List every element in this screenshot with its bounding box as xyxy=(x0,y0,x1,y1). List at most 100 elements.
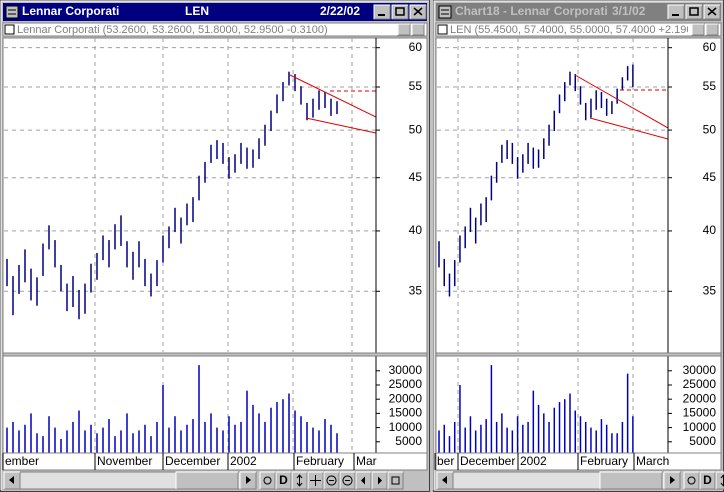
price-tick-label: 55 xyxy=(703,79,717,93)
bevel xyxy=(239,471,256,489)
sub-icon xyxy=(4,24,15,35)
close-button[interactable] xyxy=(705,23,719,36)
glyph xyxy=(361,476,365,485)
glyph xyxy=(342,475,353,486)
restore-button[interactable] xyxy=(397,23,411,36)
bevel xyxy=(683,471,699,489)
window-symbol: LEN xyxy=(185,4,209,18)
minimize-button[interactable] xyxy=(373,4,391,20)
chart-window: Lennar Corporati LEN 2/22/02 Lennar Corpora… xyxy=(0,0,430,492)
restore-button[interactable] xyxy=(691,23,705,36)
price-tick-label: 50 xyxy=(703,122,717,136)
refresh-button[interactable] xyxy=(259,471,276,490)
bevel xyxy=(323,471,339,489)
price-tick-label: 40 xyxy=(703,223,717,237)
glyph xyxy=(326,475,337,486)
subtitle: Lennar Corporati (53.2600, 53.2600, 51.8… xyxy=(17,24,328,36)
trend-line xyxy=(289,74,376,118)
bevel xyxy=(663,471,680,489)
price-panel xyxy=(4,38,376,352)
price-tick-label: 35 xyxy=(703,283,717,297)
sub-icon xyxy=(437,24,448,35)
glyph xyxy=(689,7,699,16)
volume-panel xyxy=(438,358,634,453)
bevel xyxy=(3,471,20,489)
month-label: Mar xyxy=(356,454,377,468)
price-panel xyxy=(437,38,668,352)
bevel xyxy=(259,471,275,489)
glyph xyxy=(391,476,400,485)
bevel xyxy=(275,471,291,489)
maximize-button[interactable] xyxy=(391,4,409,20)
window-date: 2/22/02 xyxy=(320,4,360,18)
trend-line xyxy=(589,117,668,140)
window-title: Lennar Corporati xyxy=(22,4,119,18)
price-tick-label: 45 xyxy=(409,170,423,184)
bevel xyxy=(715,471,724,489)
close-button[interactable] xyxy=(411,23,425,36)
volume-panel xyxy=(6,358,353,453)
volume-tick-label: 25000 xyxy=(683,377,717,391)
trend-line xyxy=(305,117,376,134)
window-title: Chart18 - Lennar Corporati xyxy=(455,4,608,18)
zoom-v-button[interactable] xyxy=(715,471,724,490)
glyph xyxy=(263,476,272,485)
price-tick-label: 50 xyxy=(409,122,423,136)
volume-tick-label: 15000 xyxy=(389,406,423,420)
month-label: December xyxy=(460,454,515,468)
bevel xyxy=(307,471,323,489)
bevel xyxy=(599,471,662,489)
price-tick-label: 40 xyxy=(409,223,423,237)
month-label: February xyxy=(296,454,344,468)
scroll-thumb[interactable] xyxy=(599,471,663,490)
bevel xyxy=(355,471,371,489)
price-tick-label: 45 xyxy=(703,170,717,184)
glyph xyxy=(687,476,696,485)
toolbar-label: D xyxy=(703,473,712,487)
bevel xyxy=(371,471,387,489)
bevel xyxy=(705,23,718,35)
bevel xyxy=(387,471,403,489)
bevel xyxy=(397,23,410,35)
bevel xyxy=(691,23,704,35)
maximize-button[interactable] xyxy=(685,4,703,20)
volume-tick-label: 5000 xyxy=(689,434,716,448)
volume-tick-label: 15000 xyxy=(683,406,717,420)
glyph xyxy=(395,7,405,16)
price-tick-label: 60 xyxy=(703,40,717,54)
scroll-thumb[interactable] xyxy=(175,471,239,490)
volume-tick-label: 10000 xyxy=(683,420,717,434)
glyph xyxy=(246,476,251,484)
month-label: March xyxy=(636,454,669,468)
volume-tick-label: 10000 xyxy=(389,420,423,434)
title-bar xyxy=(436,3,721,21)
glyph xyxy=(310,475,321,486)
volume-tick-label: 30000 xyxy=(389,363,423,377)
glyph xyxy=(670,476,675,484)
volume-tick-label: 20000 xyxy=(683,391,717,405)
subtitle-bar xyxy=(2,22,428,37)
bevel xyxy=(699,471,715,489)
volume-tick-label: 5000 xyxy=(395,434,422,448)
bevel xyxy=(685,4,702,19)
trend-line xyxy=(574,74,668,129)
refresh-button[interactable] xyxy=(683,471,700,490)
panel-divider xyxy=(435,352,722,357)
glyph xyxy=(707,7,717,16)
month-label: November xyxy=(97,454,152,468)
toolbar-label: D xyxy=(279,473,288,487)
settings-button[interactable] xyxy=(387,471,404,490)
month-label: 2002 xyxy=(230,454,257,468)
bevel xyxy=(409,4,426,19)
title-bar xyxy=(3,3,427,21)
bevel xyxy=(175,471,238,489)
app-icon xyxy=(438,5,452,19)
bevel xyxy=(411,23,424,35)
glyph xyxy=(413,7,423,16)
chart-window: Chart18 - Lennar Corporati 3/1/02 LEN (55.… xyxy=(433,0,724,492)
glyph xyxy=(296,474,303,487)
chart-area xyxy=(2,37,428,454)
volume-tick-label: 25000 xyxy=(389,377,423,391)
bevel xyxy=(667,4,684,19)
minimize-button[interactable] xyxy=(667,4,685,20)
